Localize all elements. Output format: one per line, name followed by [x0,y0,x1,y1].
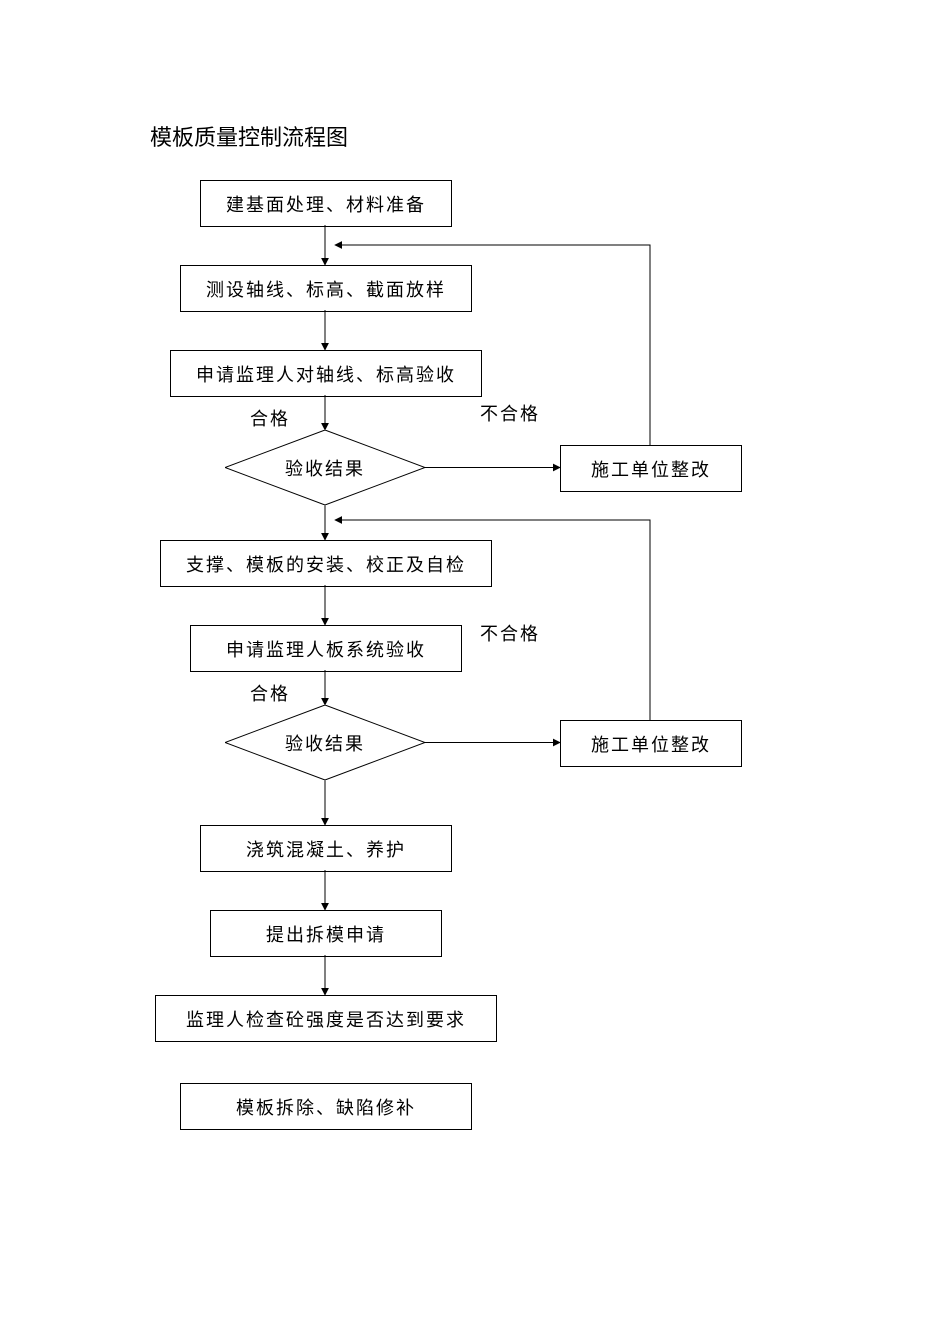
decision-acceptance-1: 验收结果 [225,430,425,505]
edge-label-fail-2: 不合格 [480,620,540,646]
node-label: 施工单位整改 [591,731,711,757]
node-install-formwork: 支撑、模板的安装、校正及自检 [160,540,492,587]
node-apply-system-check: 申请监理人板系统验收 [190,625,462,672]
node-pour-concrete: 浇筑混凝土、养护 [200,825,452,872]
node-label: 施工单位整改 [591,456,711,482]
decision-acceptance-2: 验收结果 [225,705,425,780]
node-label: 监理人检查砼强度是否达到要求 [186,1006,466,1032]
node-label: 申请监理人对轴线、标高验收 [196,361,456,387]
node-survey: 测设轴线、标高、截面放样 [180,265,472,312]
node-preparation: 建基面处理、材料准备 [200,180,452,227]
edge-label-pass-2: 合格 [250,680,290,706]
node-check-strength: 监理人检查砼强度是否达到要求 [155,995,497,1042]
node-label: 模板拆除、缺陷修补 [236,1094,416,1120]
node-apply-removal: 提出拆模申请 [210,910,442,957]
node-label: 建基面处理、材料准备 [226,191,426,217]
node-apply-axis-check: 申请监理人对轴线、标高验收 [170,350,482,397]
node-label: 提出拆模申请 [266,921,386,947]
edge-label-pass-1: 合格 [250,405,290,431]
diagram-title: 模板质量控制流程图 [150,120,348,152]
node-label: 申请监理人板系统验收 [226,636,426,662]
node-rectify-1: 施工单位整改 [560,445,742,492]
node-label: 浇筑混凝土、养护 [246,836,406,862]
node-label: 支撑、模板的安装、校正及自检 [186,551,466,577]
connectors [0,0,945,1337]
node-remove-repair: 模板拆除、缺陷修补 [180,1083,472,1130]
node-label: 测设轴线、标高、截面放样 [206,276,446,302]
node-label: 验收结果 [285,455,365,481]
edge-label-fail-1: 不合格 [480,400,540,426]
node-rectify-2: 施工单位整改 [560,720,742,767]
node-label: 验收结果 [285,730,365,756]
